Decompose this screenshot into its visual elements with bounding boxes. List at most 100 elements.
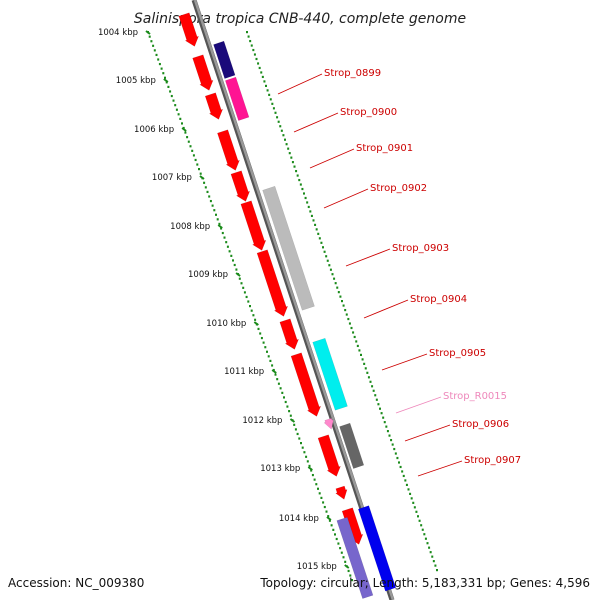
scale-major-tick: [307, 466, 313, 471]
tick-dot: [289, 414, 292, 417]
tick-dot: [420, 524, 423, 527]
tick-dot: [225, 241, 228, 244]
tick-dot: [325, 510, 328, 513]
tick-dot: [363, 362, 366, 365]
tick-dot: [250, 309, 253, 312]
tick-dot: [352, 331, 355, 334]
tick-dot: [353, 335, 356, 339]
tick-dot: [417, 515, 419, 518]
gene-label: Strop_0905: [429, 348, 486, 359]
tick-dot: [415, 510, 418, 513]
tick-dot: [283, 396, 285, 399]
gene-label-group: Strop_0899: [277, 68, 381, 95]
tick-dot: [348, 322, 351, 325]
tick-dot: [364, 367, 367, 370]
scale-major-tick: [253, 321, 259, 326]
leader-line: [404, 424, 451, 442]
scale-major-tick: [289, 418, 296, 423]
tick-dot: [299, 183, 302, 186]
tick-dot: [167, 85, 170, 88]
tick-dot: [194, 158, 197, 162]
tick-dot: [371, 385, 374, 388]
tick-dot: [281, 391, 284, 394]
scale-major-tick: [271, 369, 277, 374]
tick-dot: [332, 528, 335, 531]
tick-dot: [398, 461, 400, 464]
tick-dot: [418, 519, 421, 522]
tick-dot: [390, 438, 393, 442]
tick-dot: [372, 389, 375, 392]
tick-dot: [386, 430, 389, 433]
tick-dot: [250, 44, 253, 47]
gene-label: Strop_0907: [464, 455, 521, 466]
scale-major-tick: [145, 30, 151, 35]
tick-dot: [249, 39, 252, 43]
tick-dot: [204, 186, 207, 189]
tick-dot: [287, 147, 290, 150]
gene-feature: [240, 200, 267, 251]
tick-dot: [276, 378, 279, 381]
tick-dot: [177, 113, 180, 116]
tick-dot: [342, 556, 345, 559]
gene-label-group: Strop_0904: [363, 294, 467, 319]
tick-dot: [328, 264, 331, 267]
tick-dot: [340, 551, 343, 554]
scale-label: 1007 kbp: [152, 173, 192, 183]
tick-dot: [242, 286, 245, 289]
tick-dot: [279, 387, 282, 390]
tick-dot: [152, 44, 155, 47]
tick-dot: [328, 519, 331, 522]
tick-dot: [342, 304, 345, 307]
tick-dot: [326, 259, 329, 262]
scale-major-tick: [326, 516, 332, 521]
tick-dot: [288, 152, 291, 155]
gene-label: Strop_R0015: [443, 391, 507, 402]
tick-dot: [249, 305, 251, 308]
gene-label-group: Strop_0903: [345, 243, 449, 267]
tick-dot: [196, 163, 199, 166]
tick-dot: [310, 469, 313, 472]
tick-dot: [291, 161, 294, 164]
genome-backbone: [191, 0, 395, 600]
tick-dot: [380, 412, 383, 415]
tick-dot: [315, 483, 318, 486]
tick-dot: [355, 340, 358, 343]
tick-dot: [334, 533, 336, 536]
tick-dot: [334, 282, 337, 285]
tick-dot: [247, 300, 250, 303]
tick-dot: [274, 373, 277, 376]
tick-dot: [267, 355, 270, 358]
tick-dot: [206, 190, 209, 194]
tick-dot: [295, 169, 298, 173]
tick-dot: [276, 116, 279, 119]
tick-dot: [282, 134, 285, 137]
tick-dot: [181, 122, 183, 125]
tick-dot: [434, 564, 437, 567]
tick-dot: [269, 359, 272, 362]
gene-label: Strop_0900: [340, 107, 397, 118]
tick-dot: [189, 145, 192, 148]
leader-line: [363, 299, 409, 319]
gene-feature: [224, 76, 250, 121]
tick-dot: [252, 48, 255, 52]
gene-feature: [290, 352, 322, 417]
tick-dot: [155, 53, 158, 57]
scale-label: 1006 kbp: [134, 125, 174, 135]
tick-dot: [404, 479, 407, 482]
map-title: Salinispora tropica CNB-440, complete ge…: [134, 11, 466, 27]
tick-dot: [410, 497, 413, 500]
scale-label: 1010 kbp: [206, 319, 246, 329]
tick-dot: [160, 67, 163, 70]
tick-dot: [375, 398, 378, 401]
tick-dot: [322, 501, 325, 504]
scale-label: 1005 kbp: [116, 76, 156, 86]
tick-dot: [426, 542, 429, 545]
tick-dot: [412, 501, 415, 504]
tick-dot: [320, 241, 323, 244]
tick-dot: [428, 546, 431, 549]
gene-feature: [256, 249, 289, 317]
tick-dot: [307, 205, 310, 209]
tick-dot: [360, 353, 362, 356]
tick-dot: [218, 222, 221, 225]
tick-dot: [431, 555, 434, 558]
